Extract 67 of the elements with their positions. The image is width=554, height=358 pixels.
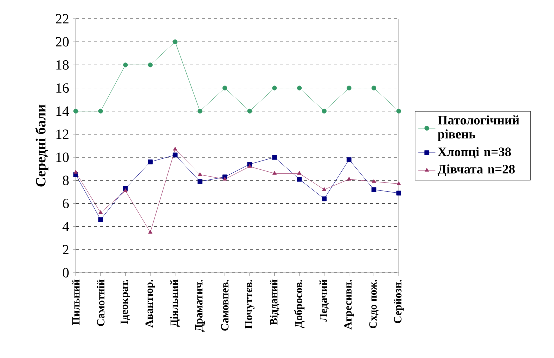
x-tick-label: Добросов. bbox=[294, 280, 305, 328]
y-tick-label: 20 bbox=[56, 37, 69, 47]
point bbox=[124, 188, 128, 192]
point bbox=[372, 179, 376, 184]
point bbox=[248, 108, 252, 114]
point bbox=[346, 157, 352, 162]
point bbox=[297, 86, 302, 91]
y-tick-label: 16 bbox=[56, 84, 70, 93]
y-tick-label: 22 bbox=[56, 14, 69, 24]
y-tick-label: 12 bbox=[56, 130, 69, 140]
y-tick-label: 10 bbox=[56, 152, 69, 162]
point bbox=[148, 230, 153, 234]
point bbox=[198, 108, 203, 114]
y-tick-label: 8 bbox=[63, 176, 69, 186]
point bbox=[346, 86, 352, 91]
legend-label: Дівчата n=28 bbox=[438, 164, 515, 176]
x-tick-label: Почуттєв. bbox=[245, 280, 255, 330]
x-tick-label: Самотній bbox=[96, 280, 105, 326]
point bbox=[297, 177, 302, 182]
legend-label: Хлопці n=38 bbox=[438, 147, 512, 159]
y-tick-label: 2 bbox=[63, 245, 69, 255]
point bbox=[74, 108, 78, 114]
point bbox=[172, 40, 178, 44]
y-tick-label: 14 bbox=[56, 106, 70, 116]
y-tick-label: 4 bbox=[62, 222, 70, 232]
y-tick-label: 18 bbox=[56, 60, 69, 70]
x-tick-label: Діяльний bbox=[170, 280, 180, 328]
point bbox=[98, 210, 103, 214]
y-tick-label: 0 bbox=[63, 268, 69, 278]
point bbox=[198, 172, 202, 176]
point bbox=[222, 86, 228, 91]
x-tick-label: Самовпев. bbox=[221, 280, 229, 331]
point bbox=[148, 62, 153, 68]
point bbox=[322, 187, 327, 192]
point bbox=[396, 182, 402, 186]
point bbox=[396, 190, 402, 196]
x-tick-label: Схдо пож. bbox=[370, 280, 379, 329]
point bbox=[272, 155, 278, 160]
point bbox=[298, 171, 302, 175]
point bbox=[372, 187, 377, 192]
point bbox=[372, 86, 377, 91]
point bbox=[172, 152, 178, 158]
x-tick-label: Драматич. bbox=[195, 280, 206, 332]
x-tick-label: Серйозн. bbox=[394, 280, 404, 324]
point bbox=[272, 171, 277, 175]
y-axis-title: Середні бали bbox=[36, 104, 49, 187]
x-tick-label: Відданий bbox=[270, 280, 280, 326]
point bbox=[222, 177, 228, 181]
point bbox=[322, 108, 327, 114]
point bbox=[322, 196, 327, 202]
y-tick-label: 6 bbox=[63, 199, 70, 208]
point bbox=[123, 62, 128, 68]
point bbox=[198, 179, 203, 184]
x-tick-label: Авантюр. bbox=[146, 280, 156, 328]
point bbox=[347, 177, 352, 181]
point bbox=[98, 217, 104, 222]
x-tick-label: Агресивн. bbox=[344, 280, 354, 330]
point bbox=[272, 86, 278, 91]
x-tick-label: Пильний bbox=[72, 280, 80, 326]
point bbox=[148, 160, 153, 165]
legend-label: Патологічний рівень bbox=[438, 116, 520, 142]
x-tick-label: Ледачий bbox=[320, 280, 330, 322]
point bbox=[98, 108, 104, 114]
point bbox=[173, 147, 178, 151]
point bbox=[74, 170, 78, 174]
x-tick-label: Ідеократ. bbox=[120, 280, 130, 324]
point bbox=[396, 108, 402, 114]
